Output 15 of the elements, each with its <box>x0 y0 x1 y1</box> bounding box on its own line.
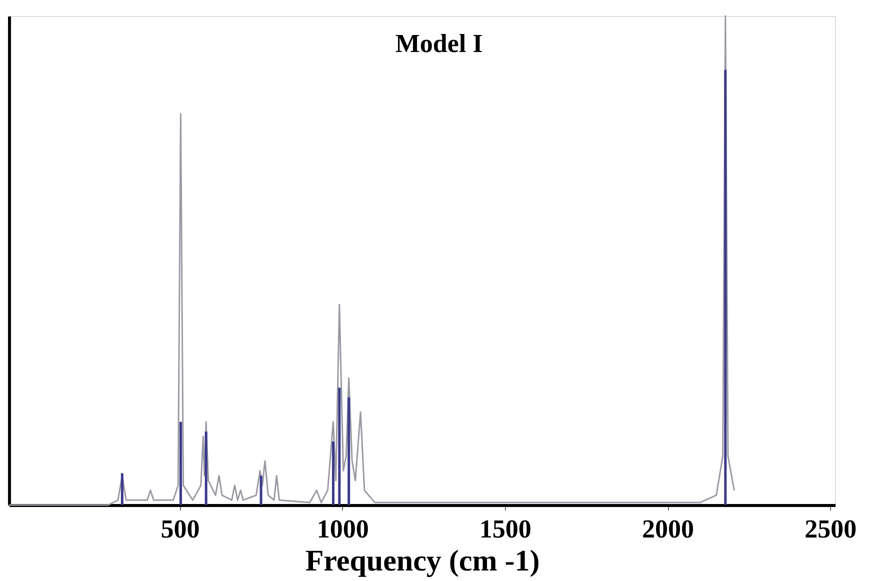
bar <box>179 422 182 505</box>
x-tick-label: 1000 <box>316 514 369 544</box>
x-tick-label: 500 <box>160 514 200 544</box>
x-tick-label: 1500 <box>479 514 532 544</box>
bar <box>332 441 334 505</box>
bar <box>120 473 124 505</box>
text: Model I <box>395 29 483 58</box>
bar <box>338 388 341 505</box>
bar <box>260 476 262 505</box>
x-tick-label: 2000 <box>642 514 694 544</box>
x-axis-title: Frequency (cm -1) <box>305 544 540 578</box>
x-tick-label: 2500 <box>804 514 857 544</box>
bar <box>204 432 208 505</box>
bar <box>348 397 350 505</box>
bar <box>724 70 727 505</box>
